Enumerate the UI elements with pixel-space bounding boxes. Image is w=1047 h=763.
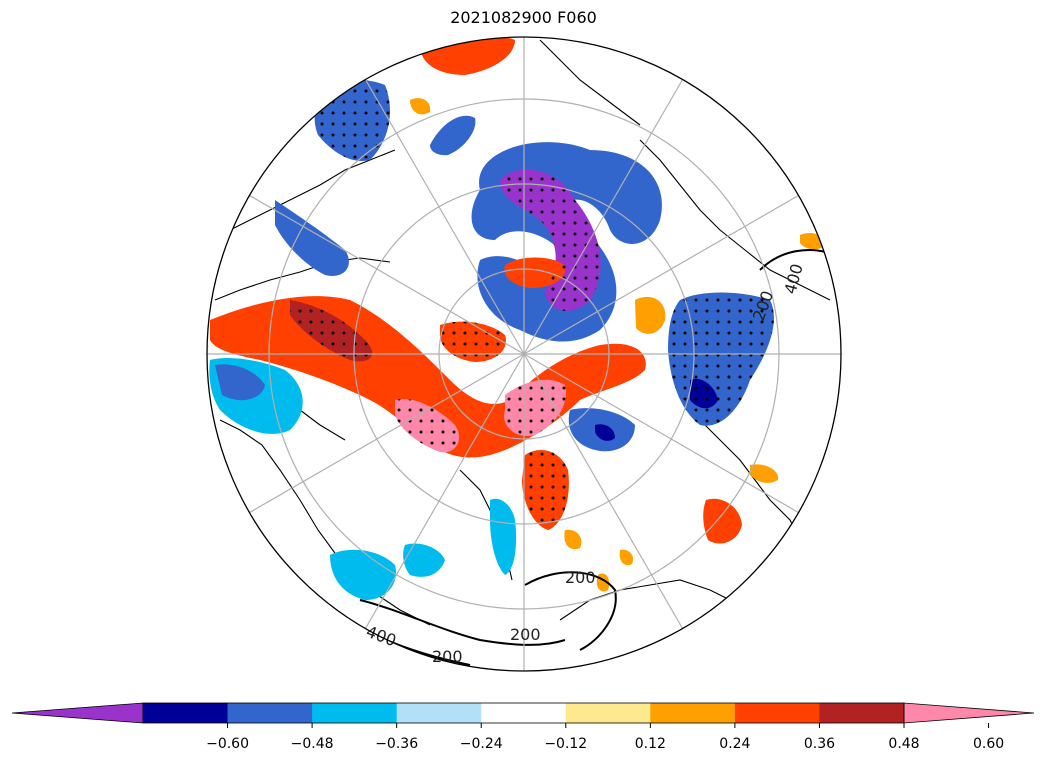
contour-label: 200 <box>432 647 463 666</box>
colorbar-tick-label: −0.48 <box>291 736 334 752</box>
colorbar-tick-label: 0.48 <box>888 736 919 752</box>
colorbar-tick-label: 0.60 <box>973 736 1004 752</box>
colorbar-tick-label: −0.60 <box>206 736 249 752</box>
colorbar-segment <box>650 703 736 723</box>
colorbar-segment <box>565 703 651 723</box>
colorbar-segment <box>481 703 567 723</box>
plot-title: 2021082900 F060 <box>450 8 597 27</box>
colorbar: −0.60 −0.48 −0.36 −0.24 −0.12 0.12 0.24 0.36 0.4… <box>11 702 1035 752</box>
colorbar-segment <box>227 703 313 723</box>
colorbar-tick-label: −0.24 <box>460 736 503 752</box>
colorbar-extend-min <box>11 702 144 724</box>
map-boundary <box>206 36 842 672</box>
colorbar-tick-label: 0.36 <box>804 736 835 752</box>
contour-label: 200 <box>510 625 541 644</box>
graticule <box>207 37 841 671</box>
colorbar-segment <box>396 703 482 723</box>
colorbar-tick-label: −0.12 <box>544 736 587 752</box>
colorbar-frame <box>142 702 905 724</box>
colorbar-extend-max <box>903 702 1035 724</box>
colorbar-tick-label: 0.24 <box>719 736 750 752</box>
colorbar-segment <box>734 703 820 723</box>
colorbar-segment <box>143 703 229 723</box>
colorbar-segment <box>819 703 905 723</box>
contour-label: 200 <box>565 568 596 587</box>
colorbar-tick-label: 0.12 <box>635 736 666 752</box>
colorbar-segment <box>312 703 398 723</box>
polar-map: 400 400 200 200 200 200 <box>206 36 842 672</box>
colorbar-tick-label: −0.36 <box>375 736 418 752</box>
